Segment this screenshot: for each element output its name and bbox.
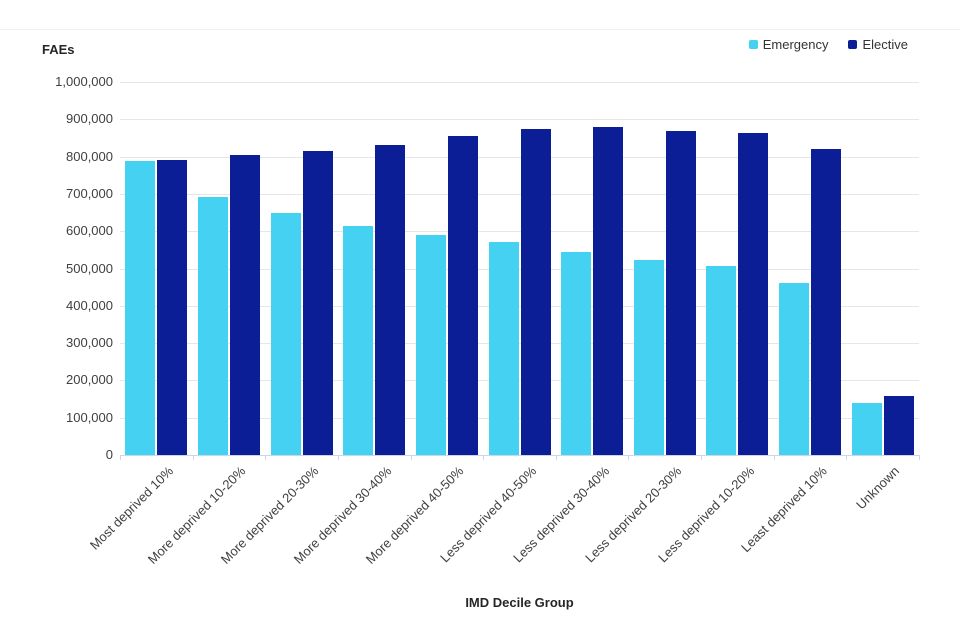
y-gridline <box>120 193 919 195</box>
y-axis-tick-label: 300,000 <box>66 335 113 351</box>
y-axis-tick-label: 900,000 <box>66 111 113 127</box>
bar-emergency-3 <box>270 212 301 455</box>
y-gridline <box>120 417 919 419</box>
bar-emergency-11 <box>851 403 882 455</box>
y-axis-tick-label: 400,000 <box>66 297 113 313</box>
bar-elective-5 <box>447 136 478 455</box>
bar-emergency-8 <box>633 259 664 455</box>
x-axis-category-label: Unknown <box>853 463 903 513</box>
x-axis-tick <box>555 455 557 460</box>
x-axis-tick <box>192 455 194 460</box>
bar-emergency-4 <box>343 226 374 455</box>
x-axis-tick <box>846 455 848 460</box>
legend-label: Emergency <box>762 37 829 52</box>
bar-elective-3 <box>302 151 333 455</box>
x-axis-tick <box>701 455 703 460</box>
bar-elective-1 <box>157 159 188 455</box>
y-gridline <box>120 119 919 121</box>
bar-elective-7 <box>593 127 624 455</box>
bar-elective-10 <box>811 148 842 455</box>
y-axis-tick-label: 700,000 <box>66 185 113 201</box>
y-gridline <box>120 231 919 233</box>
legend-item-emergency[interactable]: Emergency <box>748 37 829 52</box>
chart-title: FAEs <box>42 42 75 57</box>
bar-emergency-10 <box>779 283 810 455</box>
x-axis-tick <box>919 455 920 460</box>
y-gridline <box>120 268 919 270</box>
x-axis-tick <box>120 455 121 460</box>
legend-item-elective[interactable]: Elective <box>848 37 908 52</box>
bar-elective-4 <box>375 144 406 455</box>
bar-elective-9 <box>738 132 769 455</box>
x-axis-tick <box>628 455 630 460</box>
x-axis-title: IMD Decile Group <box>465 595 574 610</box>
bar-emergency-9 <box>706 265 737 455</box>
x-axis-tick <box>337 455 339 460</box>
y-axis-tick-label: 500,000 <box>66 260 113 276</box>
y-axis-tick-label: 200,000 <box>66 372 113 388</box>
y-axis-tick-label: 800,000 <box>66 148 113 164</box>
y-axis-tick-label: 100,000 <box>66 409 113 425</box>
legend: Emergency Elective <box>748 37 908 52</box>
x-axis-tick <box>483 455 485 460</box>
bar-elective-8 <box>665 131 696 455</box>
y-gridline <box>120 380 919 382</box>
y-axis-tick-label: 1,000,000 <box>55 74 113 89</box>
x-axis-tick <box>265 455 267 460</box>
y-gridline <box>120 343 919 345</box>
y-axis-tick-label: 600,000 <box>66 223 113 239</box>
bar-emergency-5 <box>415 234 446 455</box>
x-axis-line <box>120 455 919 456</box>
y-gridline <box>120 156 919 158</box>
y-axis-tick-label: 0 <box>105 447 113 462</box>
legend-label: Elective <box>862 37 908 52</box>
bar-elective-2 <box>229 154 260 455</box>
x-axis-tick <box>773 455 775 460</box>
y-gridline <box>120 305 919 307</box>
y-gridline <box>120 82 919 83</box>
bar-elective-11 <box>883 396 914 455</box>
bar-emergency-6 <box>488 242 519 455</box>
top-border-line <box>0 29 960 30</box>
legend-swatch-elective <box>848 40 858 49</box>
bar-emergency-7 <box>561 252 592 455</box>
bar-emergency-1 <box>125 161 156 455</box>
bar-elective-6 <box>520 128 551 455</box>
bar-emergency-2 <box>197 196 228 455</box>
legend-swatch-emergency <box>748 40 758 49</box>
x-axis-tick <box>410 455 412 460</box>
